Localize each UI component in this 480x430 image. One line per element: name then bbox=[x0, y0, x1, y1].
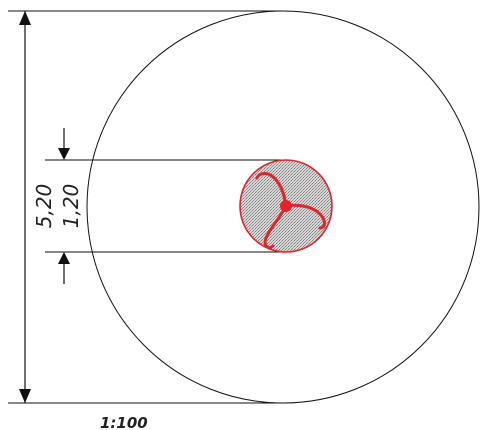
inner-dimension-label: 1,20 bbox=[59, 184, 83, 229]
inner-arrow-bottom bbox=[58, 252, 70, 264]
scale-label: 1:100 bbox=[100, 414, 148, 430]
outer-arrow-top bbox=[19, 11, 31, 25]
inner-dimension-label-group: 1,20 bbox=[59, 184, 83, 229]
spiral-center bbox=[280, 200, 292, 212]
inner-arrow-top bbox=[58, 148, 70, 160]
outer-dimension-label-group: 5,20 bbox=[32, 174, 56, 238]
spiral-symbol bbox=[255, 172, 326, 250]
outer-arrow-bottom bbox=[19, 389, 31, 403]
outer-dimension-label: 5,20 bbox=[32, 184, 56, 229]
